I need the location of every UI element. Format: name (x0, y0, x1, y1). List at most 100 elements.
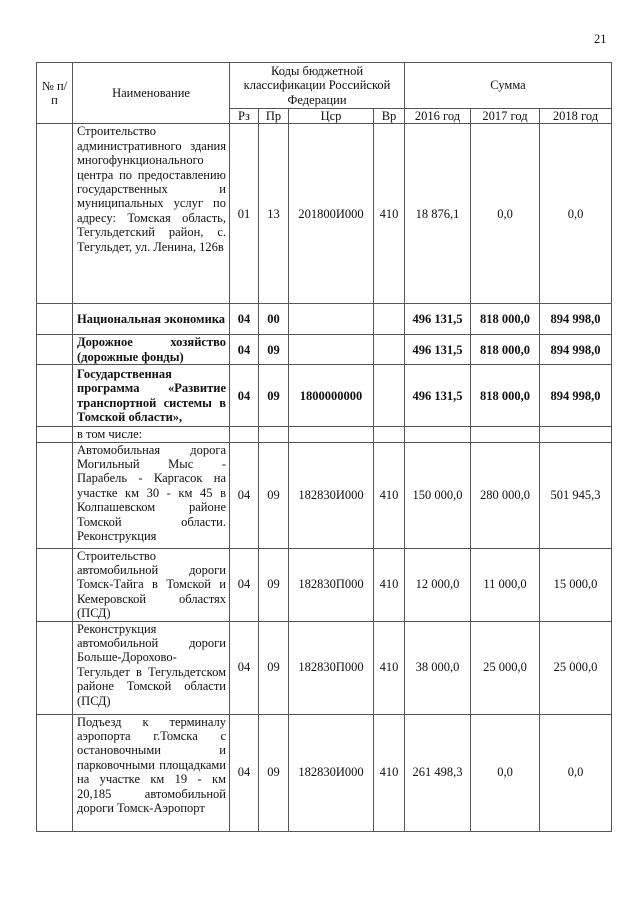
cell-pr: 09 (258, 713, 289, 832)
table-row: Подъезд к терминалу аэропорта г.Томска с… (36, 713, 612, 832)
cell-y2016: 12 000,0 (404, 547, 471, 622)
cell-vr (373, 426, 405, 443)
cell-name: Дорожное хозяйство (дорожные фонды) (72, 334, 230, 366)
cell-y2018: 894 998,0 (539, 334, 612, 366)
header-name: Наименование (72, 61, 230, 125)
table-row: Национальная экономика 04 00 496 131,5 818 0… (36, 303, 612, 336)
cell-vr: 410 (373, 713, 405, 832)
cell-name: Национальная экономика (72, 303, 230, 336)
cell-y2017: 818 000,0 (470, 364, 540, 428)
cell-vr (373, 334, 405, 366)
cell-csr: 182830П000 (288, 547, 374, 622)
cell-csr: 182830И000 (288, 441, 374, 549)
cell-rz: 01 (229, 123, 259, 305)
header-row: № п/п Наименование Коды бюджетной класси… (36, 61, 612, 125)
table-row: в том числе: (36, 426, 612, 443)
cell-num (36, 620, 73, 715)
cell-y2017: 0,0 (470, 123, 540, 305)
cell-y2018: 894 998,0 (539, 364, 612, 428)
table-row: Автомобильная дорога Могильный Мыс - Пар… (36, 441, 612, 549)
cell-y2016: 496 131,5 (404, 303, 471, 336)
cell-y2017: 25 000,0 (470, 620, 540, 715)
cell-pr: 09 (258, 441, 289, 549)
header-rz: Рз (229, 107, 259, 125)
cell-pr (258, 426, 289, 443)
cell-csr (288, 426, 374, 443)
cell-vr: 410 (373, 620, 405, 715)
cell-rz: 04 (229, 713, 259, 832)
cell-csr (288, 334, 374, 366)
cell-y2017: 11 000,0 (470, 547, 540, 622)
cell-num (36, 334, 73, 366)
table-row: Реконструкция автомобильной дороги Больш… (36, 620, 612, 715)
cell-y2017: 818 000,0 (470, 303, 540, 336)
cell-pr: 09 (258, 547, 289, 622)
cell-pr: 09 (258, 334, 289, 366)
cell-pr: 13 (258, 123, 289, 305)
cell-vr: 410 (373, 441, 405, 549)
cell-csr: 182830П000 (288, 620, 374, 715)
cell-num (36, 123, 73, 305)
header-codes: Коды бюджетной классификации Российской … (229, 62, 405, 109)
cell-csr: 182830И000 (288, 713, 374, 832)
cell-name: Автомобильная дорога Могильный Мыс - Пар… (72, 441, 230, 549)
cell-vr: 410 (373, 547, 405, 622)
table-row: Строительство автомобильной дороги Томск… (36, 547, 612, 622)
cell-y2018: 501 945,3 (539, 441, 612, 549)
cell-num (36, 426, 73, 443)
cell-y2018 (539, 426, 612, 443)
cell-rz (229, 426, 259, 443)
header-2018: 2018 год (539, 107, 612, 125)
cell-y2016: 496 131,5 (404, 364, 471, 428)
cell-y2016 (404, 426, 471, 443)
header-csr: Цср (288, 107, 374, 125)
cell-y2016: 496 131,5 (404, 334, 471, 366)
cell-y2018: 0,0 (539, 123, 612, 305)
cell-csr (288, 303, 374, 336)
cell-pr: 09 (258, 364, 289, 428)
cell-name: Государственная программа «Развитие тран… (72, 364, 230, 428)
header-2016: 2016 год (404, 107, 471, 125)
table-row: Государственная программа «Развитие тран… (36, 364, 612, 428)
cell-rz: 04 (229, 364, 259, 428)
header-vr: Вр (373, 107, 405, 125)
cell-y2017: 280 000,0 (470, 441, 540, 549)
cell-name: Строительство административного здания м… (72, 123, 230, 305)
cell-y2018: 894 998,0 (539, 303, 612, 336)
cell-num (36, 713, 73, 832)
cell-y2017: 0,0 (470, 713, 540, 832)
cell-y2016: 261 498,3 (404, 713, 471, 832)
cell-rz: 04 (229, 547, 259, 622)
cell-y2017 (470, 426, 540, 443)
cell-y2016: 150 000,0 (404, 441, 471, 549)
cell-csr: 201800И000 (288, 123, 374, 305)
cell-vr (373, 364, 405, 428)
cell-rz: 04 (229, 441, 259, 549)
header-pr: Пр (258, 107, 289, 125)
cell-y2018: 15 000,0 (539, 547, 612, 622)
cell-y2016: 18 876,1 (404, 123, 471, 305)
header-2017: 2017 год (470, 107, 540, 125)
cell-pr: 09 (258, 620, 289, 715)
cell-y2017: 818 000,0 (470, 334, 540, 366)
cell-rz: 04 (229, 303, 259, 336)
cell-pr: 00 (258, 303, 289, 336)
cell-y2016: 38 000,0 (404, 620, 471, 715)
cell-name: Строительство автомобильной дороги Томск… (72, 547, 230, 622)
header-num: № п/п (36, 61, 73, 125)
cell-name: Реконструкция автомобильной дороги Больш… (72, 620, 230, 715)
page-number: 21 (594, 32, 607, 46)
subheader-row: Рз Пр Цср Вр 2016 год 2017 год 2018 год (37, 107, 612, 125)
cell-y2018: 25 000,0 (539, 620, 612, 715)
cell-name: в том числе: (72, 426, 230, 443)
cell-name: Подъезд к терминалу аэропорта г.Томска с… (72, 713, 230, 832)
cell-num (36, 364, 73, 428)
cell-rz: 04 (229, 334, 259, 366)
table-row: Дорожное хозяйство (дорожные фонды) 04 09 4… (36, 334, 612, 366)
cell-csr: 1800000000 (288, 364, 374, 428)
header-sum: Сумма (404, 62, 612, 109)
cell-num (36, 303, 73, 336)
cell-num (36, 441, 73, 549)
cell-vr (373, 303, 405, 336)
cell-rz: 04 (229, 620, 259, 715)
